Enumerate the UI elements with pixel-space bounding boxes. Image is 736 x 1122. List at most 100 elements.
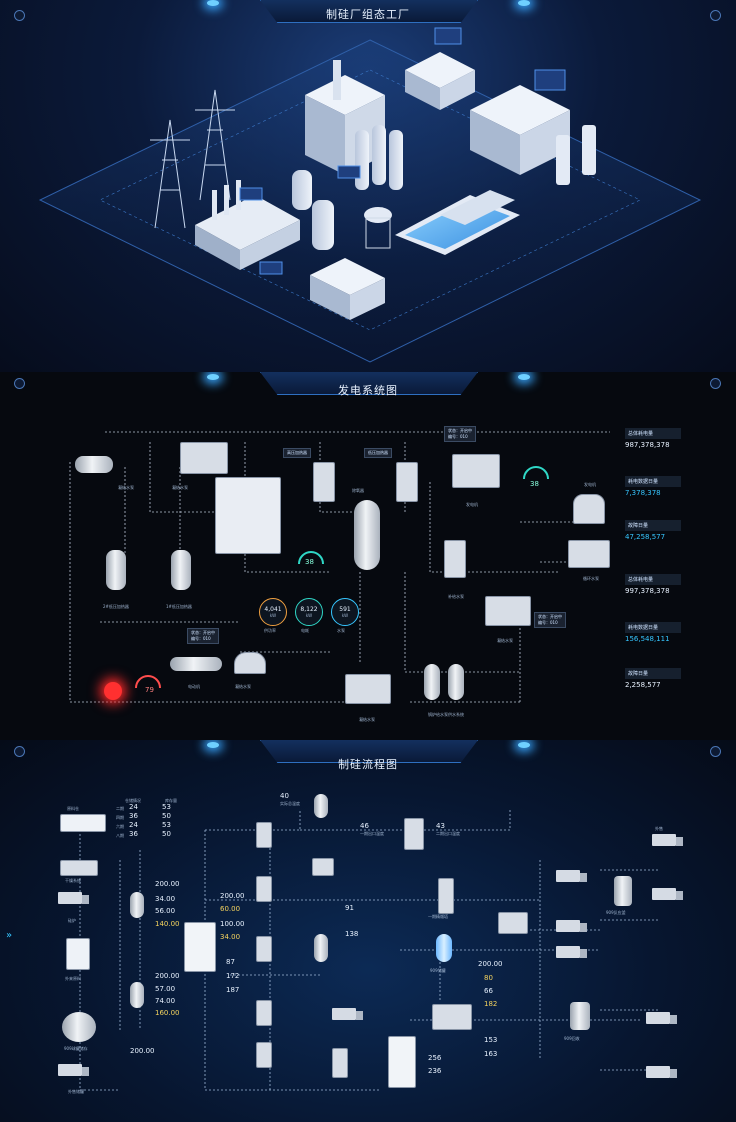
blue-tank[interactable] (436, 934, 452, 962)
tower[interactable] (404, 818, 424, 850)
alarm-valve[interactable] (104, 682, 122, 700)
reactor[interactable] (256, 1000, 272, 1026)
silo-column[interactable] (130, 892, 144, 918)
truck[interactable] (556, 870, 587, 882)
lp-heater[interactable] (396, 462, 418, 502)
dryer-unit[interactable] (312, 858, 334, 876)
corner-bolt (14, 746, 25, 757)
table-header: 仓储情况 (125, 798, 141, 803)
corner-bolt (710, 746, 721, 757)
metric-value: 40 (280, 792, 289, 800)
metric-value: 153 (484, 1036, 498, 1044)
label-deaerator: 除氧器 (352, 488, 364, 493)
reactor[interactable] (256, 936, 272, 962)
metric-circle: 4,041 kW (259, 598, 287, 626)
hp-heater[interactable] (313, 462, 335, 502)
reactor-right[interactable] (614, 876, 632, 906)
process-pipe-network (79, 810, 660, 1091)
expand-arrow-icon[interactable]: » (6, 930, 13, 941)
reactor-right[interactable] (570, 1002, 590, 1030)
sphere-tank[interactable] (62, 1012, 96, 1042)
metric-value: 200.00 (130, 1047, 155, 1055)
light-glow (518, 374, 530, 380)
label-reactor: 909反应釜 (606, 910, 626, 915)
water-tank-a[interactable] (424, 664, 440, 700)
hopper[interactable] (332, 1048, 348, 1078)
metric-value: 66 (484, 987, 493, 995)
label-truck: 外售 (655, 826, 663, 831)
dryer[interactable] (60, 860, 98, 876)
tank-group[interactable] (388, 1036, 416, 1088)
label-motor: 电动机 (188, 684, 200, 689)
metric-value: 200.00 (155, 972, 180, 980)
gauge-3-value: 79 (145, 686, 154, 694)
motor[interactable] (170, 657, 222, 671)
metric-value: 160.00 (155, 1009, 180, 1017)
truck[interactable] (556, 946, 587, 958)
label-raw: 原料仓 (67, 806, 79, 811)
zp-heater[interactable] (106, 550, 126, 590)
panel-title: 制硅厂组态工厂 (326, 8, 410, 21)
panel-title: 制硅流程图 (338, 758, 398, 771)
deaerator-tank[interactable] (354, 500, 380, 570)
status-box-1: 状态：开启中 编号：010 (444, 426, 476, 442)
metric-value: 56.00 (155, 907, 176, 915)
truck[interactable] (58, 892, 89, 904)
metric-value: 200.00 (155, 880, 180, 888)
cooling-pump[interactable] (568, 540, 610, 568)
pump-left[interactable] (75, 456, 113, 473)
raw-silo[interactable] (60, 814, 106, 832)
distill-tower[interactable] (438, 878, 454, 914)
label-feed-pump: 凝结水泵 (118, 485, 134, 490)
truck[interactable] (58, 1064, 89, 1076)
light-glow (518, 0, 530, 6)
generator-unit[interactable] (452, 454, 500, 488)
water-tank-b[interactable] (448, 664, 464, 700)
bottom-pump[interactable] (345, 674, 391, 704)
label-p1-heater: 1#低压加热器 (166, 604, 192, 609)
metric-value: 100.00 (220, 920, 245, 928)
p1-heater[interactable] (171, 550, 191, 590)
factory-overview-panel: 制硅厂组态工厂 (0, 0, 736, 372)
label-boiler-pump: 凝结水泵 (172, 485, 188, 490)
label-hp-heater: 高压加热器 (283, 448, 311, 458)
crusher[interactable] (66, 938, 90, 970)
reactor[interactable] (256, 1042, 272, 1068)
storage-block[interactable] (432, 1004, 472, 1030)
cabinet[interactable] (444, 540, 466, 578)
metric-value: 74.00 (155, 997, 176, 1005)
label-water-tanks: 锅炉给水泵供水系统 (428, 712, 464, 717)
corner-bolt (14, 378, 25, 389)
metric-value: 60.00 (220, 905, 241, 913)
pump-station[interactable] (234, 652, 266, 674)
condenser-top[interactable] (180, 442, 228, 474)
metric-value: 34.00 (220, 933, 241, 941)
waste-pump[interactable] (485, 596, 531, 626)
cooling-tower[interactable] (573, 494, 605, 524)
boiler-drum[interactable] (215, 477, 281, 554)
metric-value: 256 (428, 1054, 442, 1062)
label-cooling-pump: 循环水泵 (583, 576, 599, 581)
label-tank-right: 补给水泵 (448, 594, 464, 599)
metric-value: 80 (484, 974, 493, 982)
truck[interactable] (646, 1012, 677, 1024)
label-generator: 发电机 (466, 502, 478, 507)
label-hopper: 909回收 (564, 1036, 580, 1041)
metric-label: 供功率 (264, 628, 276, 633)
truck[interactable] (646, 1066, 677, 1078)
reactor-unit[interactable] (498, 912, 528, 934)
truck[interactable] (652, 888, 683, 900)
truck[interactable] (556, 920, 587, 932)
silo-column[interactable] (130, 982, 144, 1008)
main-reactor[interactable] (184, 922, 216, 972)
reactor-vessel[interactable] (314, 934, 328, 962)
light-glow (207, 742, 219, 748)
reactor[interactable] (256, 876, 272, 902)
reactor[interactable] (256, 822, 272, 848)
reactor-vessel[interactable] (314, 794, 328, 818)
truck[interactable] (652, 834, 683, 846)
light-glow (207, 374, 219, 380)
metric-value: 182 (484, 1000, 498, 1008)
truck[interactable] (332, 1008, 363, 1020)
label-pump-stn: 凝结水泵 (235, 684, 251, 689)
